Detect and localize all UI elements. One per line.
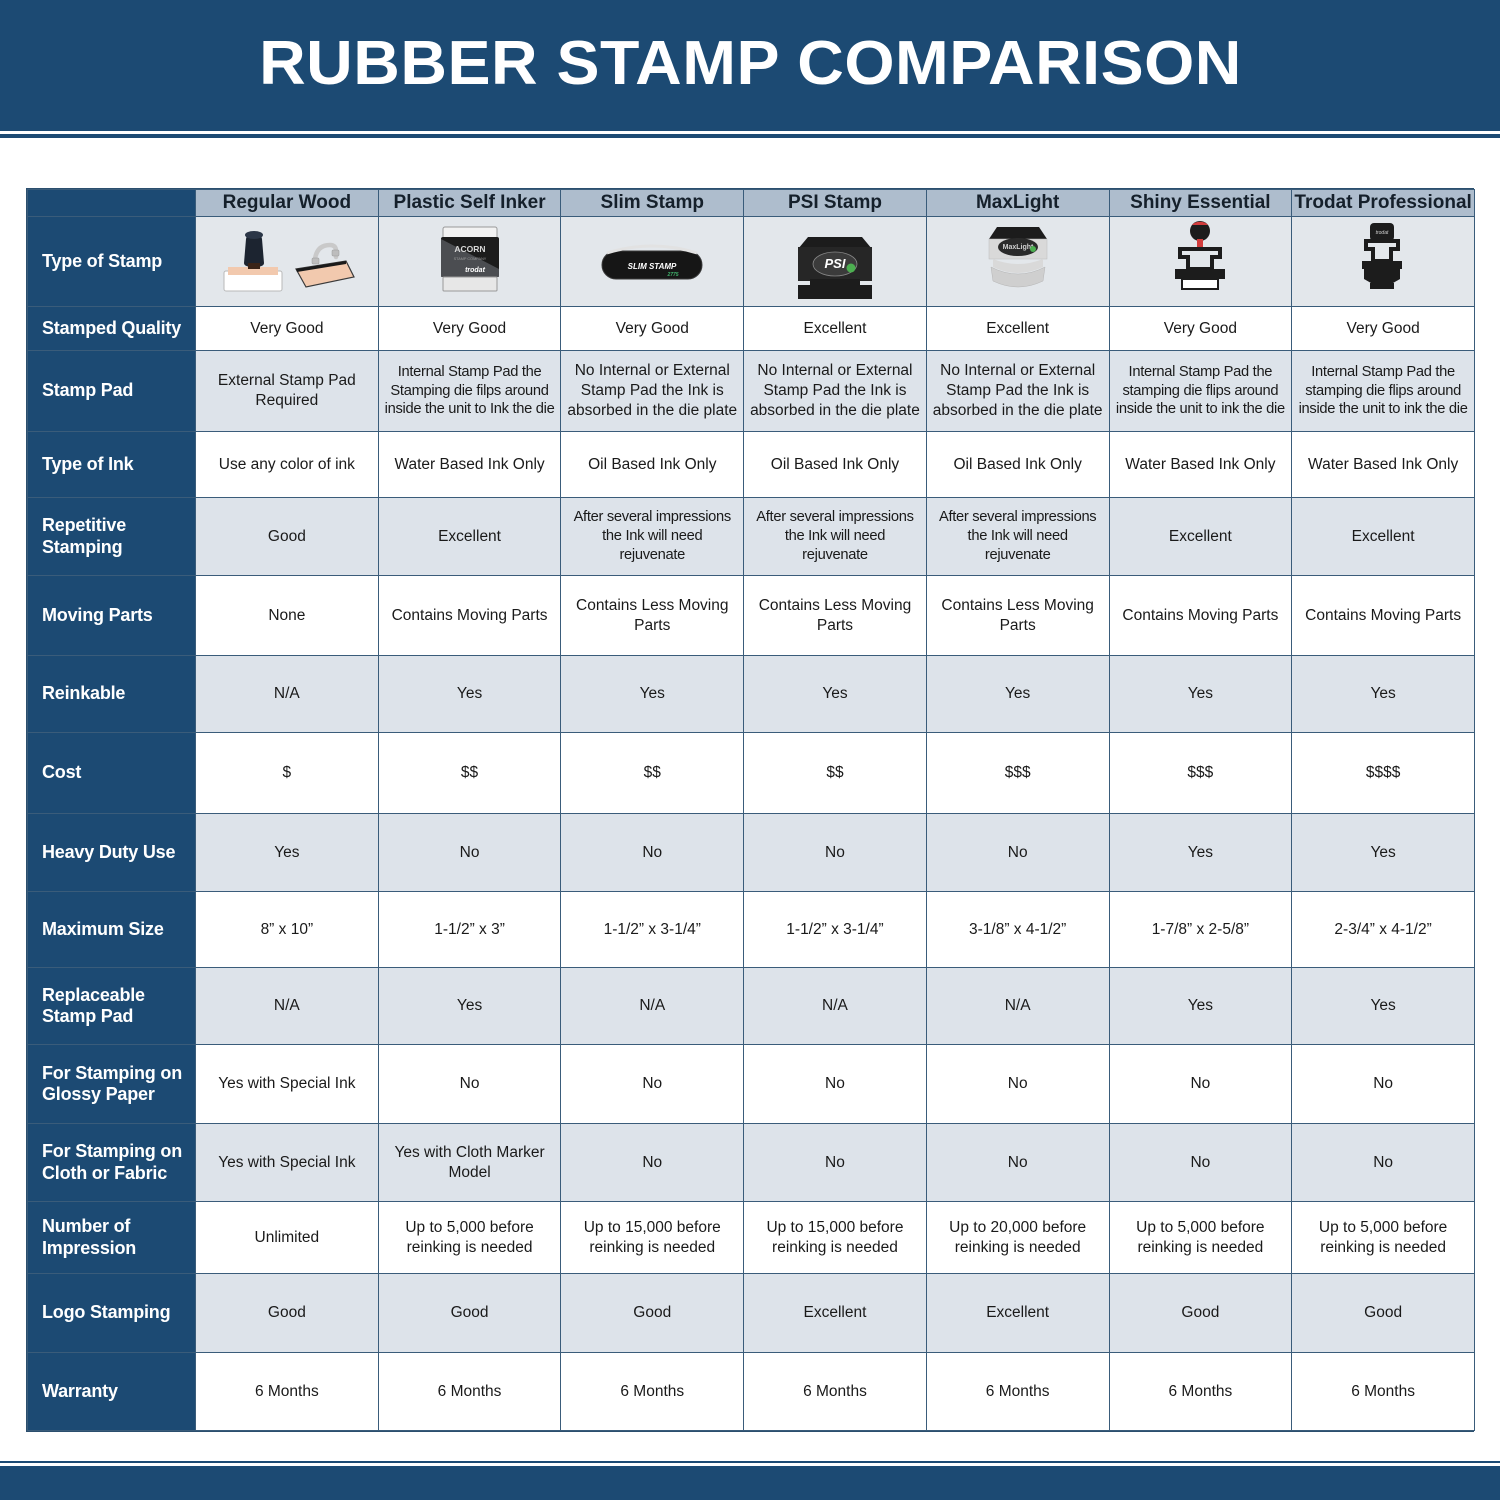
svg-text:2775: 2775 xyxy=(667,272,679,278)
svg-text:trodat: trodat xyxy=(1376,230,1389,236)
svg-text:STAMP COMPANY: STAMP COMPANY xyxy=(453,257,486,261)
svg-text:trodat: trodat xyxy=(465,267,486,274)
svg-text:SLIM STAMP: SLIM STAMP xyxy=(628,262,677,271)
svg-text:ACORN: ACORN xyxy=(454,244,485,254)
svg-text:PSI: PSI xyxy=(824,256,845,271)
svg-text:MaxLight: MaxLight xyxy=(1002,244,1033,251)
